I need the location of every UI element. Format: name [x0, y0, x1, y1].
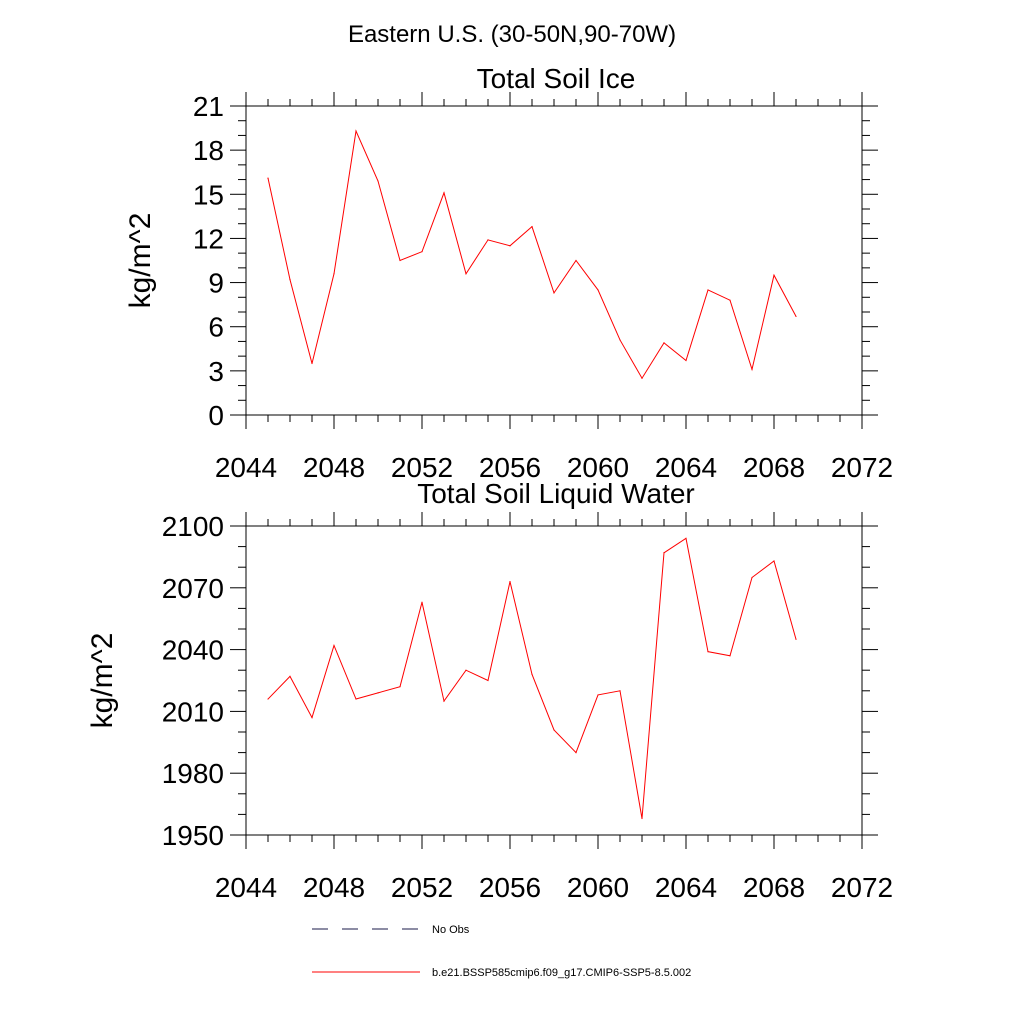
panel-total-soil-liquid-water: Total Soil Liquid Water 2044 2048 2052 2056 2…	[86, 478, 893, 903]
p1-x-tick-label: 2048	[303, 872, 365, 903]
p1-data-point	[443, 700, 445, 702]
p1-data-point	[663, 552, 665, 554]
p1-x-tick-label: 2056	[479, 872, 541, 903]
p1-data-point	[333, 644, 335, 647]
p1-data-point	[399, 686, 401, 688]
p1-x-tick-label: 2064	[655, 872, 717, 903]
p1-x-tick-label: 2068	[743, 872, 805, 903]
p1-data-point	[553, 729, 555, 731]
p0-data-point	[377, 180, 379, 182]
p0-x-tick-label: 2068	[743, 452, 805, 483]
p0-x-tick-label: 2044	[215, 452, 277, 483]
p0-data-point	[707, 289, 709, 291]
p1-data-point	[685, 537, 687, 539]
p1-plot-frame	[245, 525, 863, 836]
p1-y-tick-label: 2010	[162, 696, 224, 727]
p0-plot-frame	[245, 105, 863, 416]
p0-data-point	[751, 368, 753, 370]
p1-x-tick-label: 2052	[391, 872, 453, 903]
p0-data-point	[443, 192, 445, 194]
p0-y-tick-label: 15	[193, 179, 224, 210]
p0-x-tick-label: 2064	[655, 452, 717, 483]
p1-data-point	[795, 638, 797, 640]
p1-title: Total Soil Liquid Water	[417, 478, 695, 509]
p1-data-point	[531, 673, 533, 675]
p0-y-tick-label: 0	[208, 400, 224, 431]
p1-y-tick-label: 2070	[162, 573, 224, 604]
p1-data-point	[707, 651, 709, 653]
p0-data-point	[663, 342, 665, 344]
p1-data-point	[751, 576, 753, 579]
p0-y-tick-label: 3	[208, 356, 224, 387]
p1-data-point	[377, 692, 379, 694]
p0-x-tick-label: 2052	[391, 452, 453, 483]
p1-data-point	[355, 698, 357, 700]
p0-data-point	[795, 315, 797, 318]
p1-y-tick-label: 1980	[162, 758, 224, 789]
p0-x-tick-label: 2056	[479, 452, 541, 483]
legend-label-no-obs: No Obs	[432, 924, 470, 936]
p0-series-line-0	[267, 129, 797, 380]
p0-data-point	[553, 292, 555, 294]
p0-data-point	[399, 259, 401, 262]
p1-data-point	[641, 817, 643, 820]
p0-data-point	[355, 130, 357, 132]
p0-data-point	[487, 239, 489, 241]
p0-data-point	[333, 273, 335, 275]
panel-total-soil-ice: Total Soil Ice 2044 2048 2052 2056 2060 2064 20…	[124, 63, 893, 483]
p1-data-point	[487, 679, 489, 682]
p1-y-tick-label: 2100	[162, 511, 224, 542]
p0-data-point	[575, 259, 577, 262]
p0-x-tick-label: 2048	[303, 452, 365, 483]
p0-y-tick-label: 6	[208, 312, 224, 343]
p1-data-point	[465, 669, 467, 671]
p0-data-point	[465, 273, 467, 275]
p1-data-point	[773, 560, 775, 562]
p0-data-point	[597, 289, 599, 291]
p0-y-axis-label: kg/m^2	[124, 213, 157, 309]
p0-title: Total Soil Ice	[477, 63, 636, 94]
p1-data-point	[597, 694, 599, 696]
p1-y-tick-label: 1950	[162, 820, 224, 851]
p0-data-point	[289, 279, 291, 281]
p1-x-tick-label: 2072	[831, 872, 893, 903]
p0-data-point	[267, 177, 269, 179]
p1-data-point	[509, 581, 511, 583]
p0-data-point	[641, 377, 643, 379]
p0-data-point	[773, 274, 775, 276]
p0-y-tick-label: 12	[193, 223, 224, 254]
p0-data-point	[531, 226, 533, 228]
p0-y-tick-label: 18	[193, 135, 224, 166]
legend: No Obs b.e21.BSSP585cmip6.f09_g17.CMIP6-…	[312, 924, 691, 979]
p0-y-tick-label: 21	[193, 91, 224, 122]
p0-data-point	[685, 359, 687, 362]
p0-data-point	[421, 251, 423, 253]
legend-label-model: b.e21.BSSP585cmip6.f09_g17.CMIP6-SSP5-8.…	[432, 967, 691, 979]
p1-data-point	[267, 698, 269, 700]
p0-data-point	[311, 362, 313, 365]
p1-data-point	[311, 716, 313, 719]
p1-data-point	[289, 675, 291, 677]
p1-y-tick-label: 2040	[162, 635, 224, 666]
p0-x-tick-label: 2060	[567, 452, 629, 483]
p1-y-axis-label: kg/m^2	[86, 633, 119, 729]
p0-data-point	[729, 299, 731, 301]
p0-data-point	[509, 245, 511, 247]
p1-x-tick-label: 2044	[215, 872, 277, 903]
p1-data-point	[729, 655, 731, 657]
p1-data-point	[575, 752, 577, 754]
figure-suptitle: Eastern U.S. (30-50N,90-70W)	[348, 21, 676, 48]
p1-x-tick-label: 2060	[567, 872, 629, 903]
p1-data-point	[619, 690, 621, 692]
p0-x-tick-label: 2072	[831, 452, 893, 483]
p0-y-tick-label: 9	[208, 268, 224, 299]
p0-data-point	[619, 339, 621, 341]
p1-data-point	[421, 601, 423, 603]
p1-series-line-0	[267, 537, 797, 819]
